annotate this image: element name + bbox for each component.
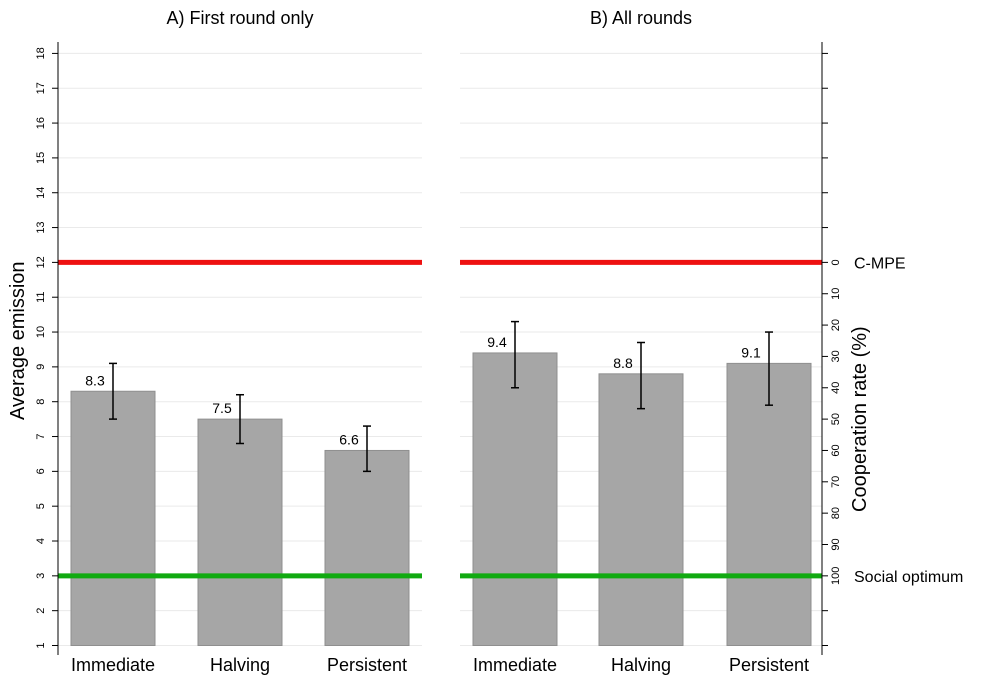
x-tick-label: Halving [210,655,270,675]
gridlines [58,52,822,646]
x-tick-label: Immediate [473,655,557,675]
reference-lines [58,259,822,579]
y-tick-label-right: 70 [830,476,842,488]
data-label: 9.4 [487,334,507,350]
y-tick-label: 18 [35,47,47,59]
x-tick-label: Immediate [71,655,155,675]
bar [598,373,684,646]
y-tick-label: 13 [35,221,47,233]
y-tick-label-right: 0 [830,259,842,265]
y-tick-label: 17 [35,82,47,94]
y-tick-label-right: 40 [830,382,842,394]
y-tick-label-right: 50 [830,413,842,425]
text-labels: 8.3 Immediate 7.5 Halving 6.6 Persistent A) Fi… [7,8,963,675]
bar [197,418,283,646]
data-label: 7.5 [212,400,232,416]
bar [324,449,410,646]
axes [52,42,828,655]
y-tick-label: 9 [35,364,47,370]
y-tick-label-right: 20 [830,319,842,331]
y-axis-label-right: Cooperation rate (%) [849,326,871,512]
y-tick-label: 10 [35,326,47,338]
data-label: 6.6 [339,431,359,447]
x-tick-label: Halving [611,655,671,675]
bars [70,352,812,646]
y-tick-label-right: 60 [830,444,842,456]
y-tick-label: 16 [35,117,47,129]
y-tick-label: 12 [35,256,47,268]
y-tick-label-right: 30 [830,350,842,362]
reference-line-label: C-MPE [854,255,906,272]
y-tick-label: 3 [35,573,47,579]
data-label: 9.1 [741,344,761,360]
x-tick-label: Persistent [729,655,809,675]
bar [472,352,558,646]
y-tick-label: 5 [35,503,47,509]
panel-title: A) First round only [166,8,313,28]
y-tick-label: 1 [35,642,47,648]
y-tick-label-right: 100 [830,567,842,585]
reference-line-label: Social optimum [854,569,963,586]
y-tick-label-right: 80 [830,507,842,519]
y-tick-label: 2 [35,608,47,614]
bar [726,362,812,646]
y-tick-label: 7 [35,433,47,439]
y-tick-label: 4 [35,538,47,544]
y-tick-label: 14 [35,187,47,199]
y-tick-label: 15 [35,152,47,164]
y-axis-label-left: Average emission [7,261,29,420]
y-tick-label-right: 90 [830,538,842,550]
y-tick-label-right: 10 [830,288,842,300]
x-tick-label: Persistent [327,655,407,675]
data-label: 8.3 [85,372,105,388]
panel-title: B) All rounds [590,8,692,28]
error-bars [109,320,773,473]
y-tick-label: 8 [35,399,47,405]
bar [70,390,156,646]
y-tick-label: 6 [35,468,47,474]
data-label: 8.8 [613,355,633,371]
y-tick-label: 11 [35,292,47,303]
